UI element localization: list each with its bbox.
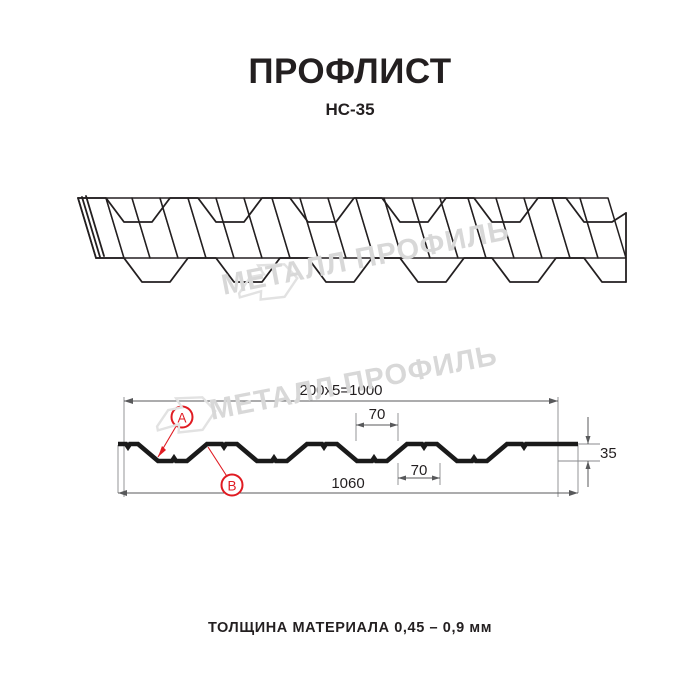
material-thickness-note: ТОЛЩИНА МАТЕРИАЛА 0,45 – 0,9 мм (207, 620, 493, 636)
corrugation-group (159, 197, 627, 259)
isometric-fold-lines (77, 195, 627, 283)
dimension-bottom-flange-label: 70 (411, 462, 428, 479)
dimension-top-flange: 70 (356, 406, 398, 428)
dimension-profile-height: 35 (585, 417, 617, 487)
dimension-profile-height-label: 35 (600, 445, 617, 462)
dimension-top-flange-label: 70 (369, 406, 386, 423)
cross-section-drawing: 200x5=1000 70 70 1060 (117, 382, 617, 497)
callout-b-circle (220, 473, 244, 497)
product-code: НС-35 (325, 100, 375, 119)
dimension-effective-width-label: 200x5=1000 (300, 382, 383, 399)
callout-b: B (207, 446, 244, 497)
dimension-overall-width: 1060 (118, 475, 578, 496)
isometric-profile-drawing (77, 195, 627, 283)
profile-section-line (118, 441, 578, 464)
callout-a-label: A (177, 411, 186, 426)
dimension-overall-width-label: 1060 (331, 475, 364, 492)
dimension-effective-width: 200x5=1000 (124, 382, 558, 404)
dimension-bottom-flange: 70 (398, 462, 440, 481)
callout-b-label: B (227, 479, 236, 494)
page-title: ПРОФЛИСТ (248, 52, 452, 91)
isometric-sheet-body (77, 197, 627, 259)
callout-a: A (157, 405, 194, 458)
